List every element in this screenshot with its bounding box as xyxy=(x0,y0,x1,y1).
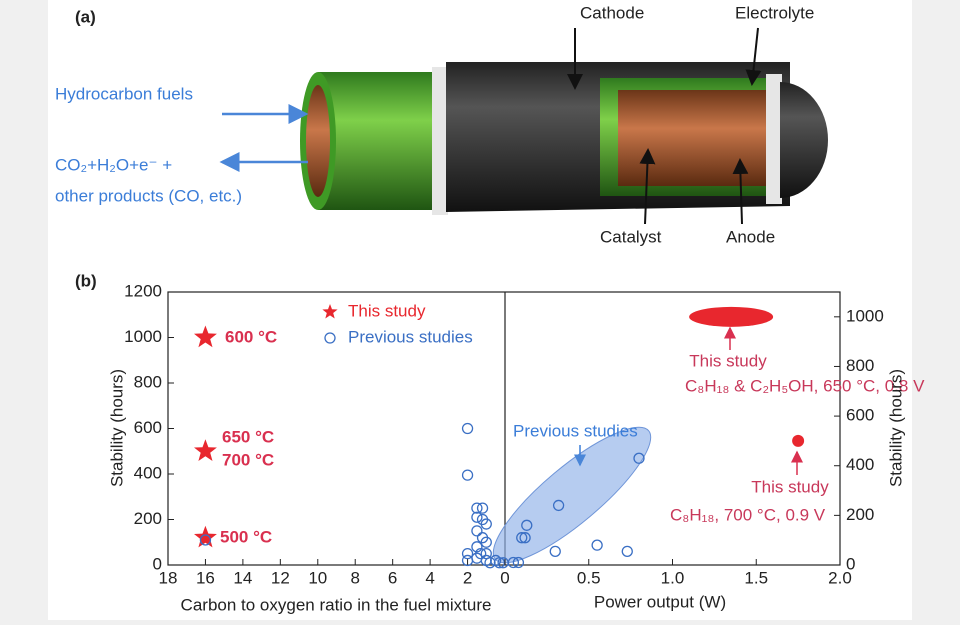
label: Electrolyte xyxy=(735,3,814,22)
tube-drawing xyxy=(219,27,828,225)
circle-marker xyxy=(480,518,492,530)
legend-label: Previous studies xyxy=(348,327,473,346)
label: Cathode xyxy=(580,3,644,22)
x-axis-title: Power output (W) xyxy=(594,592,726,611)
annotation: C₈H₁₈ & C₂H₅OH, 650 °C, 0.8 V xyxy=(685,376,925,395)
x-tick-label: 18 xyxy=(159,568,178,587)
star-marker xyxy=(194,439,217,461)
star-marker xyxy=(194,525,217,548)
y-tick-label: 400 xyxy=(134,463,162,482)
x-tick-label: 8 xyxy=(350,568,359,587)
circle-marker xyxy=(199,534,212,546)
panel-label: (b) xyxy=(75,271,97,290)
x-tick-label: 10 xyxy=(308,568,327,587)
annotation: 700 °C xyxy=(222,450,274,469)
label: CO₂+H₂O+e⁻ + xyxy=(55,155,172,174)
annotation: Previous studies xyxy=(513,421,638,440)
y2-tick-label: 600 xyxy=(846,406,874,425)
y2-tick-label: 0 xyxy=(846,554,855,573)
y2-tick-label: 1000 xyxy=(846,306,884,325)
x-axis-title: Carbon to oxygen ratio in the fuel mixtu… xyxy=(181,595,492,614)
circle-marker xyxy=(461,422,474,435)
y2-tick-label: 200 xyxy=(846,505,874,524)
circle-marker xyxy=(591,539,603,551)
circle-marker xyxy=(519,532,531,544)
label: other products (CO, etc.) xyxy=(55,186,242,205)
x-tick-label: 16 xyxy=(196,568,215,587)
circle-marker xyxy=(516,532,528,544)
x-tick-label: 1.0 xyxy=(661,568,685,587)
y-tick-label: 200 xyxy=(134,509,162,528)
x-tick-label: 2 xyxy=(463,568,472,587)
circle-marker xyxy=(480,536,492,548)
dot-marker xyxy=(792,434,805,447)
circle-marker xyxy=(552,499,565,512)
label: Catalyst xyxy=(600,227,662,246)
label: Hydrocarbon fuels xyxy=(55,84,193,103)
y2-tick-label: 400 xyxy=(846,455,874,474)
circle-marker xyxy=(471,541,483,553)
label: Anode xyxy=(726,227,775,246)
y-tick-label: 800 xyxy=(134,372,162,391)
circle-marker xyxy=(521,519,533,531)
ellipse-marker xyxy=(689,306,774,327)
x-tick-label: 14 xyxy=(233,568,252,587)
circle-marker xyxy=(471,511,483,523)
x-tick-label: 12 xyxy=(271,568,290,587)
panel-label: (a) xyxy=(75,7,96,26)
circle-marker xyxy=(621,545,633,557)
x-tick-label: 4 xyxy=(425,568,434,587)
circle-marker xyxy=(471,525,483,537)
circle-marker xyxy=(461,469,474,481)
circle-marker xyxy=(633,452,645,464)
annotation: C₈H₁₈, 700 °C, 0.9 V xyxy=(670,505,826,524)
annotation: This study xyxy=(751,477,829,496)
x-tick-label: 1.5 xyxy=(744,568,768,587)
circle-marker xyxy=(493,557,506,569)
circle-marker xyxy=(461,547,474,560)
x-tick-label: 0.5 xyxy=(577,568,601,587)
circle-marker xyxy=(507,556,520,569)
legend-marker xyxy=(322,304,338,319)
annotation: 650 °C xyxy=(222,427,274,446)
x-tick-label: 2.0 xyxy=(828,568,852,587)
y-tick-label: 0 xyxy=(153,554,162,573)
legend-marker xyxy=(324,332,336,344)
y-axis-title: Stability (hours) xyxy=(107,369,126,487)
y-tick-label: 1000 xyxy=(124,327,162,346)
star-marker xyxy=(194,325,217,348)
annotation: 500 °C xyxy=(220,527,272,546)
annotation: This study xyxy=(689,351,767,370)
legend-label: This study xyxy=(348,301,426,320)
x-tick-label: 0 xyxy=(500,568,509,587)
circle-marker xyxy=(512,556,525,569)
y-tick-label: 1200 xyxy=(124,281,162,300)
annotation: 600 °C xyxy=(225,327,277,346)
circle-marker xyxy=(471,502,483,514)
y2-tick-label: 800 xyxy=(846,356,874,375)
y-tick-label: 600 xyxy=(134,418,162,437)
x-tick-label: 6 xyxy=(388,568,397,587)
y-axis-title: Stability (hours) xyxy=(886,369,905,487)
circle-marker xyxy=(476,502,489,514)
circle-marker xyxy=(549,545,561,557)
